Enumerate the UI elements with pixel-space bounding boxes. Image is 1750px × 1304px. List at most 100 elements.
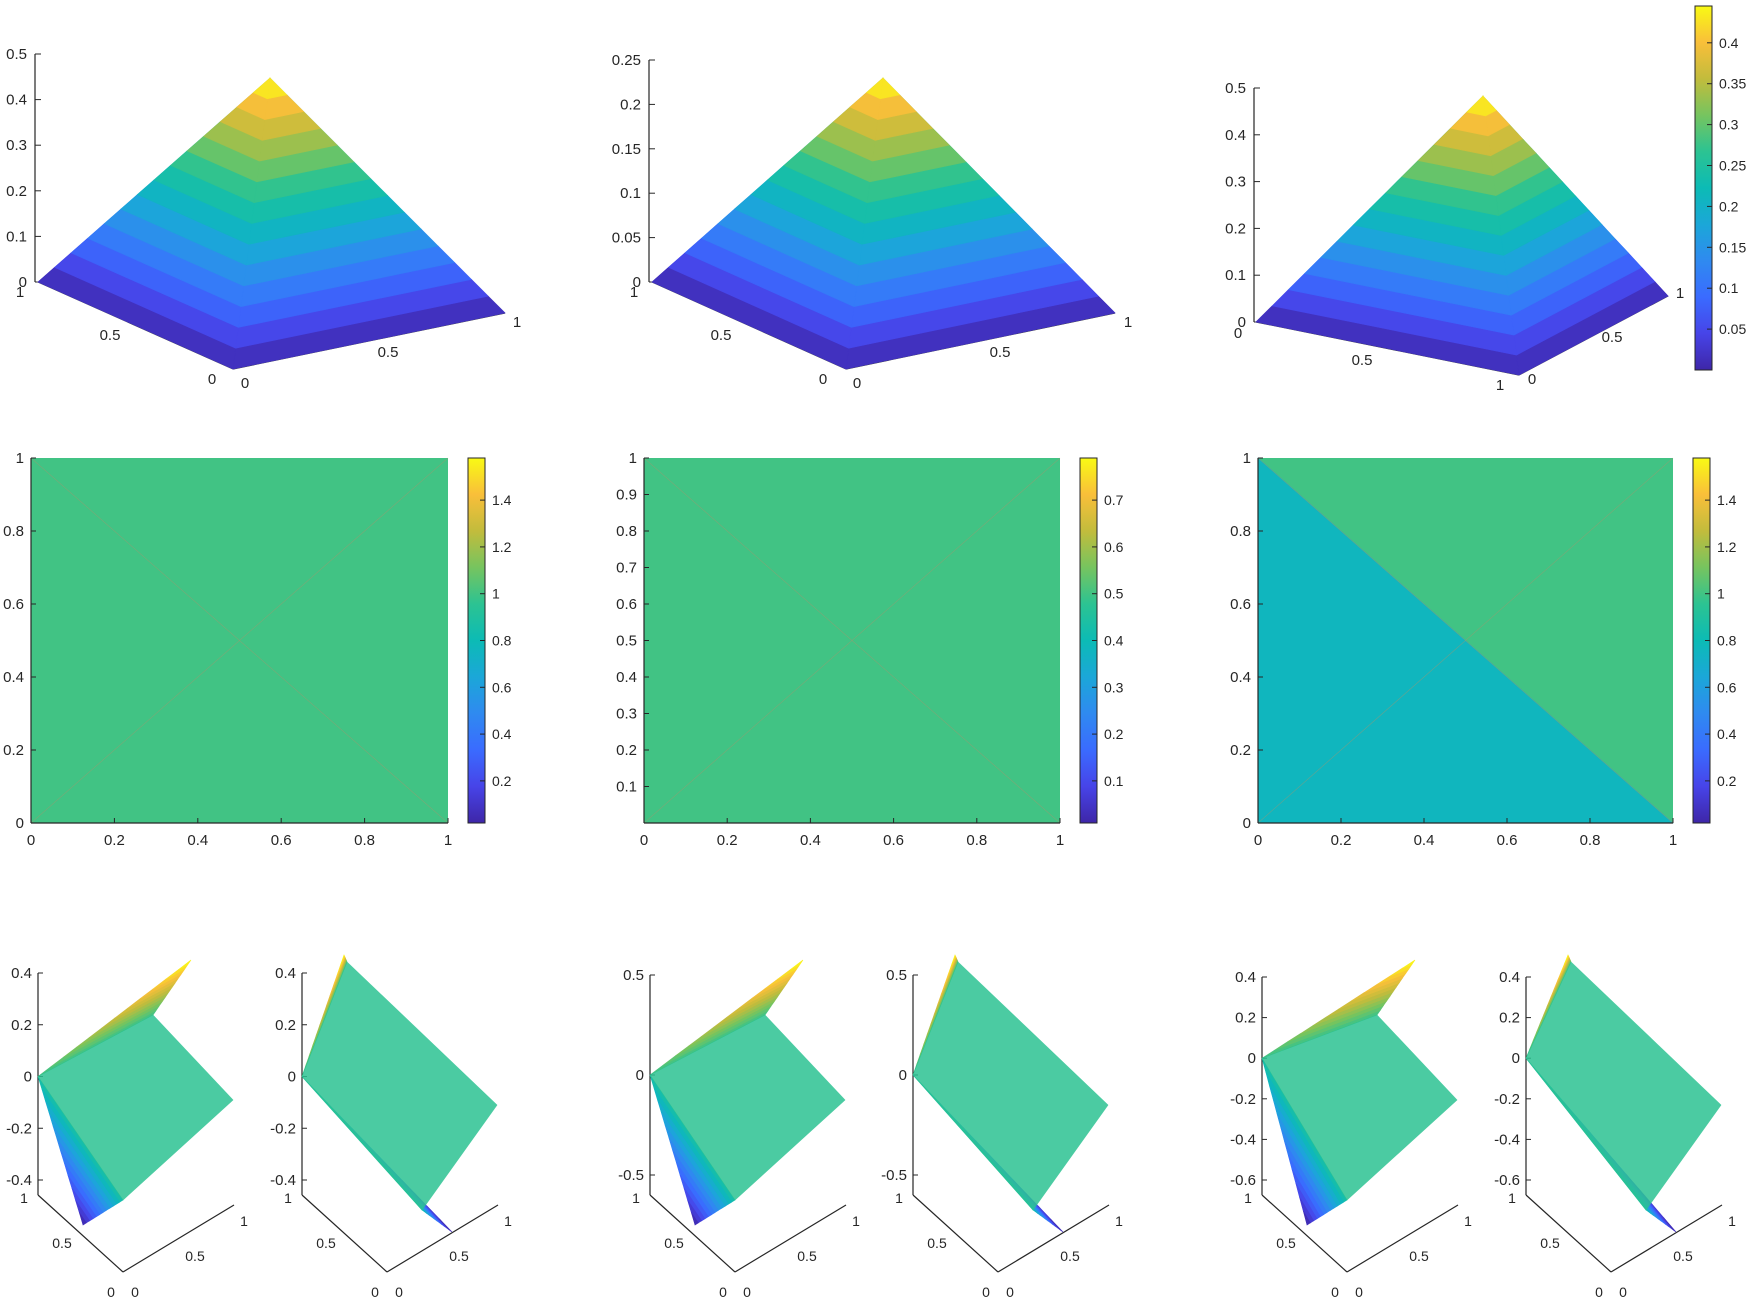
map-2-panel: 0 0.2 0.4 0.6 0.8 1 0.1 0.2 0.3 0.4 0.5 0.6 0.7 0.8 0.…	[616, 450, 1064, 849]
z-tick-label: 0.4	[11, 965, 32, 982]
colorbar-tick-label: 0.7	[1104, 492, 1124, 508]
sad-2b-panel: -0.500.510.50 00.51	[881, 954, 1123, 1300]
diagonal-line	[643, 457, 1061, 824]
diagonal-line	[30, 457, 449, 824]
colorbar-gradient	[1694, 5, 1713, 371]
x-tick-label: 0.2	[717, 832, 738, 849]
x-tick-label: 0	[131, 1284, 139, 1300]
x-tick-label: 1	[1124, 314, 1132, 331]
colorbar-tick-label: 0.8	[1717, 633, 1737, 649]
y-axis	[1610, 1204, 1723, 1273]
y-tick-label: 1	[895, 1190, 903, 1206]
z-tick-label: 0.5	[6, 46, 27, 63]
map-2-colorbar: 0.1 0.2 0.3 0.4 0.5 0.6 0.7	[1079, 457, 1124, 824]
colorbar-tick-label: 0.4	[1717, 726, 1737, 742]
y-tick-label: 0.5	[316, 1235, 336, 1251]
map-1-panel: 0 0.2 0.4 0.6 0.8 1 0 0.2 0.4 0.6 0.8 1	[3, 450, 452, 849]
x-tick-label: 0.2	[104, 832, 125, 849]
y-tick-label: 1	[1243, 450, 1251, 467]
x-axis	[649, 1194, 736, 1273]
z-tick-label: 0.2	[1225, 220, 1246, 237]
y-tick-label: 0.5	[711, 327, 732, 344]
colorbar-tick-label: 1.4	[492, 492, 512, 508]
x-tick-label: 0.5	[185, 1248, 205, 1264]
y-tick-label: 0.9	[616, 487, 637, 504]
x-axis	[37, 1194, 124, 1273]
y-tick-label: 0	[208, 371, 216, 388]
surface-mid-face	[649, 1014, 846, 1201]
colorbar-tick-label: 0.6	[1717, 679, 1737, 695]
z-tick-label: 0.4	[1225, 127, 1246, 144]
y-axis	[122, 1204, 235, 1273]
y-tick-label: 0.5	[664, 1235, 684, 1251]
surface-band-high	[1402, 959, 1416, 969]
x-tick-label: 0.4	[187, 832, 208, 849]
y-tick-label: 0	[1331, 1284, 1339, 1300]
y-tick-label: 1	[629, 450, 637, 467]
y-tick-label: 0.5	[1540, 1235, 1560, 1251]
y-tick-label: 0.6	[1230, 596, 1251, 613]
surface-mid-face	[912, 961, 1109, 1211]
x-tick-label: 0.5	[990, 344, 1011, 361]
x-tick-label: 0.8	[1580, 832, 1601, 849]
y-tick-label: 0.5	[616, 633, 637, 650]
surface-band-low	[439, 1218, 453, 1233]
surface-band	[865, 77, 884, 100]
z-tick-label: 0.2	[6, 183, 27, 200]
x-tick-label: 0	[1006, 1284, 1014, 1300]
diagonal-line	[1257, 457, 1674, 824]
z-tick-label: 0	[636, 1067, 644, 1084]
x-tick-label: 1	[504, 1213, 512, 1229]
z-tick-label: -0.6	[1494, 1172, 1520, 1189]
colorbar-tick-label: 0.2	[492, 773, 512, 789]
y-tick-label: 0.4	[616, 669, 637, 686]
y-tick-label: 0.5	[927, 1235, 947, 1251]
z-tick-label: 0.4	[1235, 969, 1256, 986]
z-tick-label: -0.4	[1230, 1131, 1256, 1148]
y-tick-label: 1	[20, 1190, 28, 1206]
x-tick-label: 0	[27, 832, 35, 849]
x-tick-label: 1	[852, 1213, 860, 1229]
z-tick-label: -0.2	[270, 1120, 296, 1137]
z-tick-label: 0.5	[623, 967, 644, 984]
x-tick-label: 1	[444, 832, 452, 849]
z-tick-label: -0.6	[1230, 1172, 1256, 1189]
z-tick-label: 0.2	[11, 1017, 32, 1034]
x-tick-label: 1	[1496, 377, 1504, 394]
colorbar-tick-label: 0.2	[1719, 198, 1739, 214]
surface-band-low	[1303, 1210, 1311, 1226]
z-tick-label: 0.5	[886, 967, 907, 984]
surface-mid-face	[37, 1014, 234, 1201]
z-tick-label: 0.1	[6, 228, 27, 245]
z-tick-label: 0.15	[612, 141, 641, 158]
x-tick-label: 0.2	[1331, 832, 1352, 849]
y-tick-label: 0.7	[616, 560, 637, 577]
z-tick-label: 0.2	[275, 1017, 296, 1034]
y-tick-label: 0	[819, 371, 827, 388]
y-tick-label: 0	[371, 1284, 379, 1300]
x-tick-label: 0.8	[966, 832, 987, 849]
surface-band-low	[79, 1212, 87, 1226]
y-tick-label: 0	[1595, 1284, 1603, 1300]
x-axis	[1525, 1194, 1612, 1273]
colorbar-tick-label: 1.2	[492, 539, 512, 555]
z-tick-label: 0.3	[6, 137, 27, 154]
y-tick-label: 0.8	[616, 523, 637, 540]
y-axis	[734, 1204, 847, 1273]
colorbar-tick-label: 1	[492, 586, 500, 602]
y-tick-label: 0.5	[1602, 329, 1623, 346]
z-tick-label: 0	[288, 1069, 296, 1086]
surface-band	[880, 77, 901, 100]
x-tick-label: 0	[853, 375, 861, 392]
colorbar-tick-label: 0.4	[1719, 35, 1739, 51]
y-tick-label: 0	[16, 815, 24, 832]
x-tick-label: 0.5	[1352, 352, 1373, 369]
z-tick-label: 0.1	[620, 185, 641, 202]
surface-band-high	[340, 954, 345, 966]
x-tick-label: 0	[1234, 325, 1242, 342]
z-tick-label: 0	[19, 274, 27, 291]
surf-3-colorbar: 0.05 0.1 0.15 0.2 0.25 0.3 0.35 0.4	[1694, 5, 1746, 371]
y-tick-label: 0.4	[3, 669, 24, 686]
